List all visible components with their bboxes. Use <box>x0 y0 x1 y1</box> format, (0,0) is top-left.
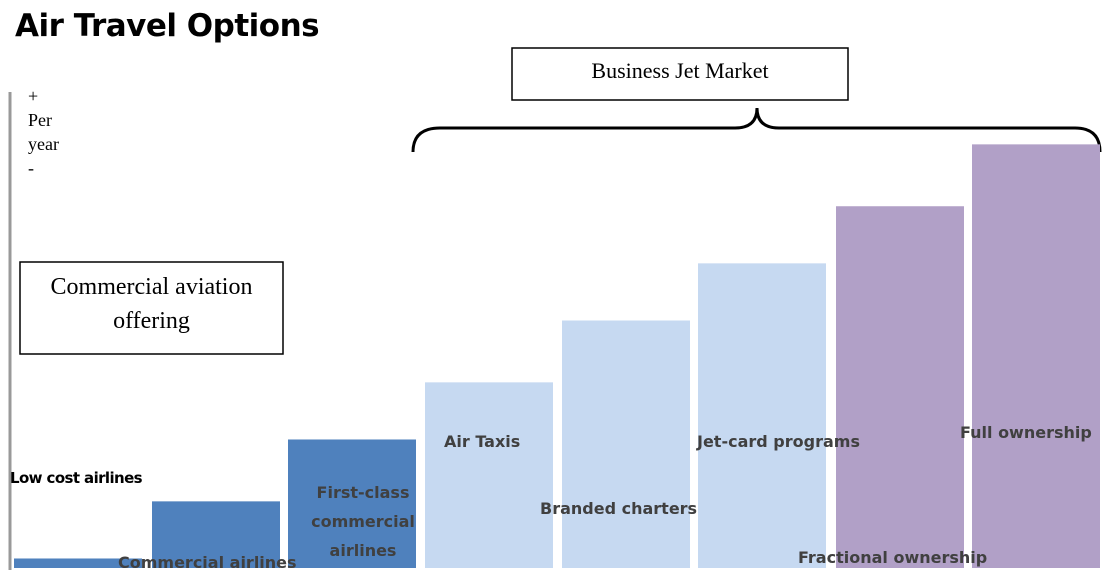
bar <box>698 263 826 568</box>
brace <box>411 107 1102 153</box>
bar-label: Fractional ownership <box>798 548 988 567</box>
bar <box>425 382 553 568</box>
bar-label: Branded charters <box>540 499 698 518</box>
bar <box>14 558 142 568</box>
annotation-box <box>511 47 849 101</box>
bar <box>288 439 416 568</box>
y-axis-label: year <box>28 134 59 154</box>
bar <box>836 206 964 569</box>
bar-label: Low cost airlines <box>10 469 143 487</box>
chart-title: Air Travel Options <box>15 8 320 44</box>
y-axis-label: + <box>28 86 39 106</box>
bar-label: Full ownership <box>960 423 1092 442</box>
y-axis-label: - <box>28 158 34 178</box>
y-axis-label: Per <box>28 110 52 130</box>
bar <box>562 320 690 568</box>
annotation-box <box>19 261 284 355</box>
bar <box>152 501 280 568</box>
bar-label: First-class commercial airlines <box>311 483 415 560</box>
bar-label: Commercial airlines <box>118 553 297 572</box>
bar-label: Air Taxis <box>444 432 521 451</box>
bar-label: Jet-card programs <box>697 432 860 451</box>
annotation: Business Jet Market <box>591 58 769 83</box>
annotation: Commercial aviation offering <box>50 274 253 334</box>
bar <box>972 144 1100 569</box>
